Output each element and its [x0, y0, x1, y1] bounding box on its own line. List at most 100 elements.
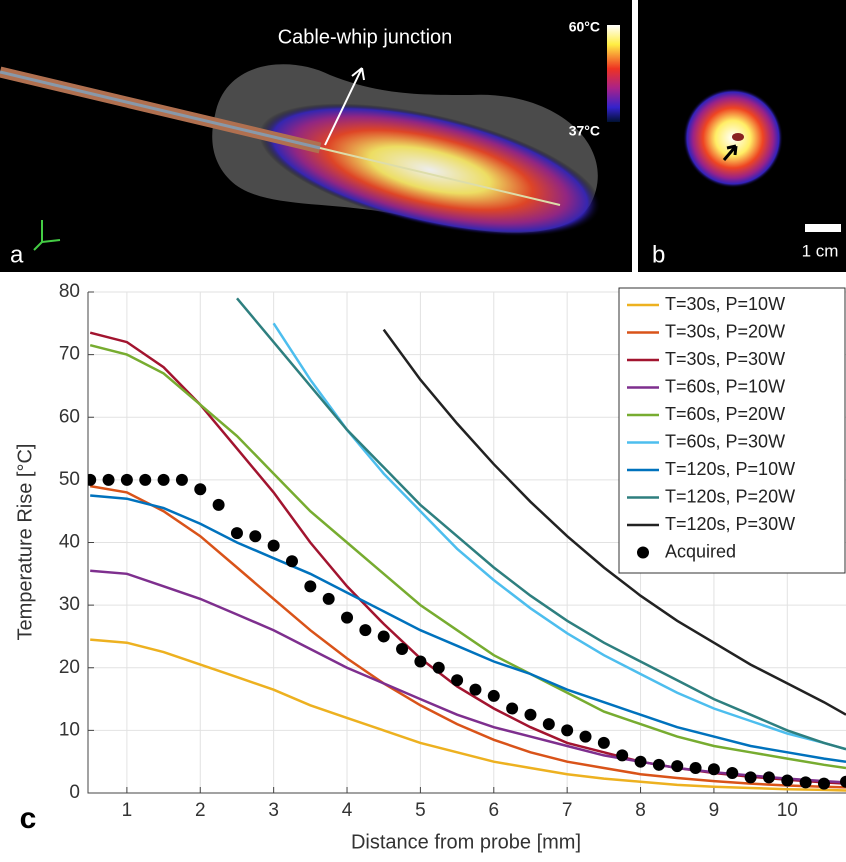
- scale-label: 1 cm: [802, 241, 839, 260]
- y-tick-label: 0: [69, 782, 80, 803]
- series-line: [90, 638, 846, 792]
- acquired-point: [341, 611, 354, 624]
- acquired-point: [707, 763, 720, 776]
- legend-label: T=120s, P=30W: [665, 514, 795, 534]
- acquired-point: [102, 473, 115, 486]
- acquired-point: [432, 661, 445, 674]
- acquired-point: [377, 630, 390, 643]
- y-tick-label: 80: [59, 281, 80, 302]
- acquired-point: [561, 724, 574, 737]
- acquired-point: [230, 527, 243, 540]
- legend-label: T=120s, P=20W: [665, 486, 795, 506]
- acquired-point: [249, 530, 262, 543]
- colorbar-max: 60°C: [569, 19, 600, 35]
- acquired-point: [175, 473, 188, 486]
- acquired-point: [616, 749, 629, 762]
- acquired-point: [781, 774, 794, 787]
- axes: [87, 292, 846, 794]
- acquired-point: [322, 592, 335, 605]
- colorbar: [607, 25, 620, 122]
- annotation: Cable-whip junction: [278, 26, 453, 48]
- series-line: [272, 322, 846, 751]
- probe-arrow: [722, 144, 738, 161]
- legend-label: T=60s, P=30W: [665, 431, 785, 451]
- series-line: [382, 328, 846, 716]
- axes-triad: [33, 220, 61, 251]
- x-tick-label: 4: [342, 800, 353, 821]
- panel-label: c: [20, 802, 37, 835]
- colorbar-min: 37°C: [569, 123, 600, 139]
- acquired-point: [652, 758, 665, 771]
- x-tick-label: 6: [488, 800, 499, 821]
- panel-label: b: [652, 241, 665, 268]
- acquired-point: [396, 642, 409, 655]
- x-tick-label: 1: [122, 800, 133, 821]
- annotation-arrow: [324, 67, 363, 146]
- acquired-point: [506, 702, 519, 715]
- probe-section: [732, 133, 744, 141]
- heat-map: [259, 103, 601, 237]
- acquired-point: [671, 760, 684, 773]
- acquired-point: [212, 498, 225, 511]
- plot-area: [88, 297, 846, 792]
- acquired-point: [799, 776, 812, 789]
- legend-label: Acquired: [665, 541, 736, 561]
- legend-label: T=120s, P=10W: [665, 459, 795, 479]
- acquired-point: [414, 655, 427, 668]
- acquired-point: [597, 736, 610, 749]
- acquired-point: [267, 539, 280, 552]
- legend: T=30s, P=10W T=30s, P=20W T=30s, P=30W T=60…: [618, 287, 846, 574]
- acquired-point: [689, 761, 702, 774]
- acquired-point: [451, 674, 464, 687]
- legend-label: T=30s, P=20W: [665, 321, 785, 341]
- acquired-point: [524, 708, 537, 721]
- acquired-point: [469, 683, 482, 696]
- acquired-point: [139, 473, 152, 486]
- acquired-point: [157, 473, 170, 486]
- x-tick-label: 2: [195, 800, 206, 821]
- legend-label: T=60s, P=20W: [665, 404, 785, 424]
- x-tick-label: 5: [415, 800, 426, 821]
- acquired-point: [285, 555, 298, 568]
- whip: [319, 147, 561, 206]
- acquired-point: [744, 771, 757, 784]
- y-tick-label: 40: [59, 532, 80, 553]
- legend-label: T=30s, P=30W: [665, 349, 785, 369]
- y-tick-label: 60: [59, 406, 80, 427]
- series-line: [236, 297, 846, 751]
- acquired-point: [88, 473, 97, 486]
- acquired-point: [359, 624, 372, 637]
- acquired-point: [120, 473, 133, 486]
- acquired-point: [579, 730, 592, 743]
- acquired-point: [817, 777, 830, 790]
- acquired-point: [634, 755, 647, 768]
- acquired-point: [304, 580, 317, 593]
- x-tick-label: 8: [635, 800, 646, 821]
- x-tick-label: 7: [562, 800, 573, 821]
- y-tick-label: 50: [59, 469, 80, 490]
- y-tick-label: 70: [59, 344, 80, 365]
- x-tick-label: 9: [709, 800, 720, 821]
- acquired-point: [726, 766, 739, 779]
- series-line: [89, 343, 846, 770]
- y-tick-label: 20: [59, 657, 80, 678]
- series-line: [89, 484, 846, 789]
- cable-core: [0, 70, 321, 150]
- legend-label: T=60s, P=10W: [665, 376, 785, 396]
- y-tick-label: 30: [59, 594, 80, 615]
- y-axis-label: Temperature Rise [°C]: [14, 444, 36, 641]
- arrow-head: [351, 67, 365, 81]
- legend-swatch: [637, 546, 649, 559]
- x-axis-label: Distance from probe [mm]: [351, 831, 581, 853]
- x-tick-label: 10: [777, 800, 798, 821]
- legend-label: T=30s, P=10W: [665, 294, 785, 314]
- series-line: [90, 494, 846, 763]
- acquired-point: [840, 775, 846, 788]
- panel-label: a: [10, 241, 24, 268]
- acquired-point: [194, 483, 207, 496]
- x-tick-label: 3: [268, 800, 279, 821]
- scale-bar: [805, 224, 841, 232]
- acquired-point: [762, 771, 775, 784]
